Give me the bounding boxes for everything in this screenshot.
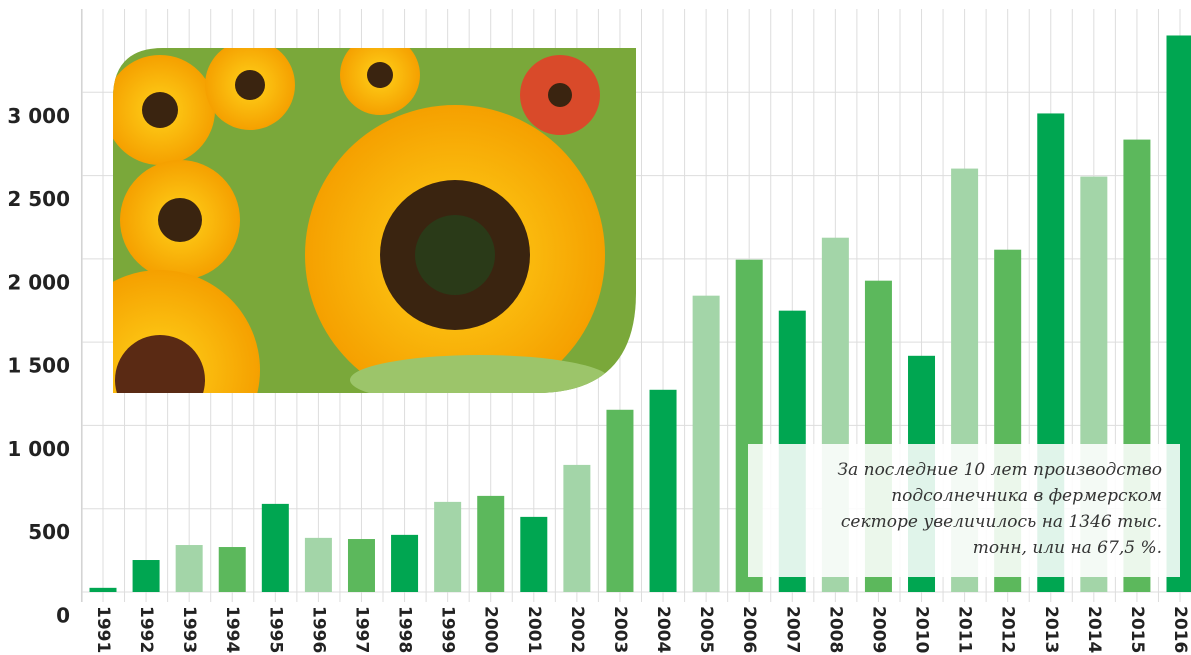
- x-tick-label: 1999: [438, 606, 458, 653]
- bar: [304, 537, 332, 592]
- bar: [89, 587, 117, 592]
- annotation-line: секторе увеличилось на 1346 тыс.: [841, 512, 1162, 532]
- y-tick-label: 1 000: [7, 437, 70, 461]
- bar: [649, 389, 677, 592]
- bar: [347, 539, 375, 592]
- annotation-line: подсолнечника в фермерском: [891, 486, 1162, 506]
- y-tick-label: 2 500: [7, 187, 70, 211]
- x-tick-label: 2000: [481, 606, 501, 653]
- x-tick-label: 1997: [351, 606, 371, 653]
- bar: [218, 547, 246, 592]
- x-tick-label: 2003: [610, 606, 630, 653]
- bar: [434, 501, 462, 592]
- x-tick-label: 2011: [955, 606, 975, 653]
- y-tick-label: 3 000: [7, 104, 70, 128]
- bar: [520, 516, 548, 592]
- x-tick-label: 2001: [524, 606, 544, 653]
- x-tick-label: 2007: [782, 606, 802, 653]
- x-tick-label: 2016: [1170, 606, 1190, 653]
- bar: [261, 503, 289, 592]
- bar: [692, 295, 720, 592]
- x-tick-label: 2005: [696, 606, 716, 653]
- annotation-line: За последние 10 лет производство: [837, 460, 1162, 480]
- x-tick-label: 1992: [136, 606, 156, 653]
- x-tick-label: 2002: [567, 606, 587, 653]
- x-tick-label: 2013: [1041, 606, 1061, 653]
- x-tick-label: 1995: [265, 606, 285, 653]
- sunflower-photo: [113, 48, 636, 393]
- x-tick-label: 2008: [825, 606, 845, 653]
- x-tick-label: 2004: [653, 606, 673, 653]
- annotation-box: [748, 444, 1180, 577]
- annotation-line: тонн, или на 67,5 %.: [973, 538, 1162, 558]
- x-tick-label: 2015: [1127, 606, 1147, 653]
- x-tick-label: 1993: [179, 606, 199, 653]
- x-tick-label: 1994: [222, 606, 242, 653]
- x-tick-label: 2014: [1084, 606, 1104, 653]
- bar: [606, 409, 634, 592]
- y-tick-label: 0: [56, 604, 70, 628]
- x-tick-label: 2006: [739, 606, 759, 653]
- bar: [132, 560, 160, 592]
- bar: [175, 545, 203, 592]
- bar: [391, 534, 419, 592]
- bar: [477, 495, 505, 592]
- x-tick-label: 2009: [868, 606, 888, 653]
- x-tick-label: 1991: [93, 606, 113, 653]
- y-tick-label: 2 000: [7, 270, 70, 294]
- x-tick-label: 2010: [912, 606, 932, 653]
- y-tick-label: 1 500: [7, 354, 70, 378]
- bar: [563, 464, 591, 592]
- x-tick-label: 1998: [395, 606, 415, 653]
- y-tick-label: 500: [28, 520, 70, 544]
- x-tick-label: 2012: [998, 606, 1018, 653]
- x-tick-label: 1996: [308, 606, 328, 653]
